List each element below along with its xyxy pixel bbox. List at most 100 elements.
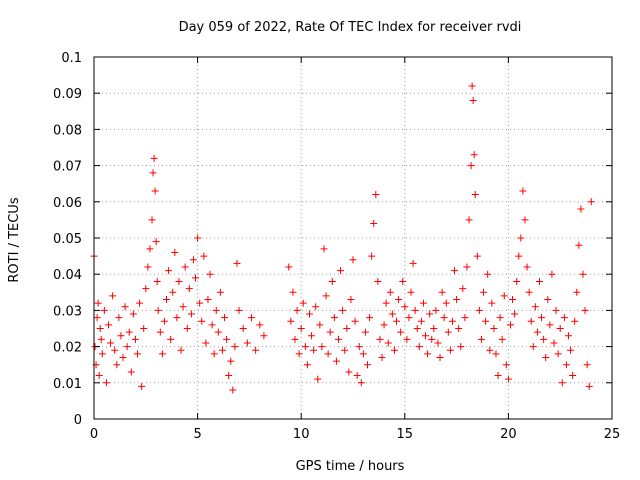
data-point: [239, 325, 247, 332]
data-point: [470, 151, 478, 159]
data-point: [511, 310, 519, 318]
data-point: [446, 346, 454, 354]
data-point: [451, 267, 459, 275]
data-point: [364, 361, 372, 369]
data-point: [540, 335, 548, 343]
data-point: [119, 353, 127, 361]
data-point: [498, 335, 506, 343]
y-tick-label: 0.1: [61, 51, 82, 66]
data-point: [525, 288, 533, 296]
data-point: [320, 245, 328, 253]
data-point: [109, 292, 117, 300]
data-point: [482, 317, 490, 325]
data-point: [571, 317, 579, 325]
data-point: [314, 375, 322, 383]
data-point: [144, 263, 152, 271]
data-point: [341, 346, 349, 354]
x-tick-label: 0: [90, 427, 98, 442]
y-axis-label: ROTI / TECUs: [7, 197, 22, 282]
data-point: [260, 332, 268, 340]
data-point: [405, 314, 413, 322]
data-point: [444, 328, 452, 336]
data-point: [430, 325, 438, 332]
data-point: [562, 361, 570, 369]
data-point: [370, 220, 378, 228]
data-point: [432, 306, 440, 314]
data-point: [564, 332, 572, 340]
data-point: [345, 368, 353, 376]
data-point: [382, 299, 390, 307]
data-point: [308, 332, 316, 340]
data-point: [471, 191, 479, 199]
data-point: [544, 296, 552, 304]
data-point: [442, 299, 450, 307]
data-point: [312, 303, 320, 311]
data-point: [97, 335, 105, 343]
data-point: [177, 346, 185, 354]
data-point: [366, 314, 374, 322]
grid-lines: [94, 57, 612, 419]
data-point: [517, 234, 525, 242]
data-point: [105, 321, 113, 329]
data-point: [535, 277, 543, 285]
data-point: [583, 361, 591, 369]
data-point: [156, 328, 164, 336]
data-point: [169, 288, 177, 296]
axis-ticks: 0 5 10 15 20 25 0 0.01 0.02 0.03 0.04 0.05 0.06 0.07 0…: [53, 51, 620, 442]
data-point: [542, 353, 550, 361]
data-point: [192, 274, 200, 282]
y-tick-label: 0.01: [53, 377, 82, 392]
data-point: [531, 303, 539, 311]
data-point: [100, 306, 108, 314]
data-point: [204, 296, 212, 304]
data-point: [173, 314, 181, 322]
y-tick-label: 0.05: [53, 232, 82, 247]
data-point: [569, 372, 577, 380]
data-point: [386, 288, 394, 296]
data-point: [351, 317, 359, 325]
data-point: [395, 296, 403, 304]
data-point: [409, 259, 417, 267]
data-point: [326, 328, 334, 336]
data-point: [560, 314, 568, 322]
data-point: [332, 357, 340, 365]
data-point: [289, 288, 297, 296]
data-point: [183, 325, 191, 332]
data-point: [214, 328, 222, 336]
data-point: [519, 187, 527, 195]
data-point: [509, 296, 517, 304]
data-point: [413, 325, 421, 332]
data-point: [134, 350, 142, 358]
data-point: [102, 379, 110, 387]
data-point: [359, 350, 367, 358]
data-point: [448, 317, 456, 325]
data-point: [521, 216, 529, 224]
data-point: [233, 259, 241, 267]
data-point: [513, 277, 521, 285]
data-point: [426, 310, 434, 318]
data-point: [328, 277, 336, 285]
data-point: [295, 350, 303, 358]
data-point: [337, 267, 345, 275]
data-point: [322, 292, 330, 300]
data-point: [158, 350, 166, 358]
data-point: [235, 306, 243, 314]
data-point: [140, 325, 148, 332]
data-point: [380, 321, 388, 329]
data-point: [388, 310, 396, 318]
data-point: [376, 335, 384, 343]
data-points: [90, 82, 595, 394]
data-point: [465, 216, 473, 224]
data-point: [347, 296, 355, 304]
data-point: [548, 270, 556, 278]
data-point: [411, 306, 419, 314]
data-point: [136, 299, 144, 307]
data-point: [397, 328, 405, 336]
data-point: [355, 343, 363, 351]
data-point: [115, 314, 123, 322]
data-point: [440, 314, 448, 322]
data-point: [343, 325, 351, 332]
data-point: [330, 314, 338, 322]
data-point: [581, 306, 589, 314]
